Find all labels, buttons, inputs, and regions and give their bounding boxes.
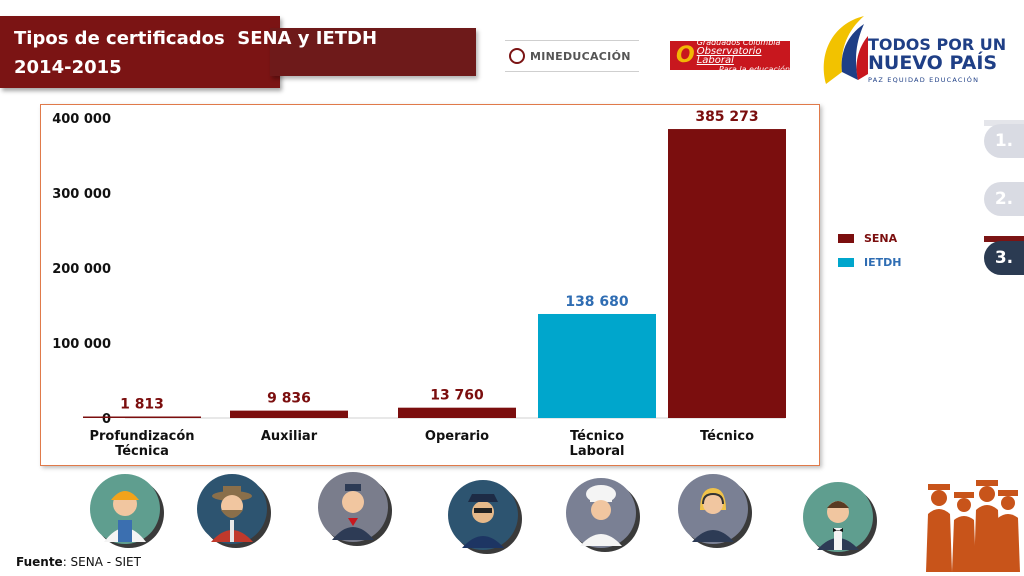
observatorio-top-text: Graduados Colombia (696, 37, 781, 47)
title-banner (0, 16, 280, 88)
x-tick-label: Técnica (115, 444, 169, 459)
bar (83, 416, 201, 418)
observatorio-laboral-logo: O Graduados Colombia Observatorio Labora… (670, 37, 790, 74)
data-label: 385 273 (695, 109, 758, 125)
farmer-glasses-icon (211, 486, 253, 542)
legend-label-ietdh: IETDH (864, 255, 902, 269)
data-label: 13 760 (430, 388, 484, 404)
page-title: Tipos de certificados SENA y IETDH 2014-… (14, 24, 377, 82)
legend-label-sena: SENA (864, 231, 898, 245)
nav-button-1[interactable]: 1. (984, 124, 1024, 158)
todos-por-un-nuevo-pais-logo: TODOS POR UN NUEVO PAÍS PAZ EQUIDAD EDUC… (818, 14, 1006, 90)
waiter-avatar (803, 482, 873, 552)
x-tick-label: Laboral (570, 444, 625, 459)
bar (538, 313, 656, 418)
flight-attendant-icon (332, 484, 374, 540)
source-text: : SENA - SIET (62, 555, 141, 569)
gov-logo-line-2: NUEVO PAÍS (868, 52, 998, 74)
data-label: 1 813 (120, 397, 164, 413)
chef-icon (580, 485, 622, 546)
farmer-avatar (197, 474, 267, 544)
flight-attendant-avatar (318, 472, 388, 542)
chef-avatar (566, 478, 636, 548)
gov-logo-line-1: TODOS POR UN (868, 35, 1007, 54)
y-tick-label: 300 000 (52, 187, 111, 202)
receptionist-headset-icon (692, 488, 734, 542)
colombia-flag-swoosh-icon (823, 16, 868, 84)
data-label: 9 836 (267, 391, 311, 407)
source-note: Fuente: SENA - SIET (16, 555, 141, 569)
source-label: Fuente (16, 555, 63, 569)
nav-button-3[interactable]: 3. (984, 241, 1024, 275)
data-label: 138 680 (565, 294, 629, 310)
worker-helmet-avatar (90, 474, 160, 544)
nav-button-2[interactable]: 2. (984, 182, 1024, 216)
bar (230, 410, 348, 418)
y-tick-label: 400 000 (52, 112, 111, 127)
graduates-silhouette-icon (926, 480, 1020, 572)
x-tick-label: Auxiliar (261, 429, 318, 444)
nav-divider-1 (984, 120, 1024, 126)
nav-button-2-label: 2. (994, 189, 1014, 209)
observatorio-main-text: Observatorio Laboral (696, 45, 762, 66)
x-tick-label: Técnico (570, 429, 624, 444)
x-tick-label: Profundizacón (89, 429, 194, 444)
gov-logo-subtitle: PAZ EQUIDAD EDUCACIÓN (868, 76, 980, 84)
seal-icon (509, 48, 525, 64)
mineducacion-logo-text: MINEDUCACIÓN (530, 49, 631, 63)
observatorio-bottom-text: Para la educación (718, 64, 790, 74)
police-officer-icon (462, 494, 504, 548)
legend-swatch-sena (838, 233, 854, 243)
legend-item-sena: SENA (838, 226, 901, 250)
x-tick-label: Operario (425, 429, 489, 444)
bar-chart: 0 100 000 200 000 300 000 400 000 1 813 Profun… (40, 104, 820, 466)
title-line-1: Tipos de certificados SENA y IETDH (14, 28, 378, 49)
mineducacion-logo: MINEDUCACIÓN (505, 40, 639, 72)
police-officer-avatar (448, 480, 518, 550)
legend-swatch-ietdh (838, 257, 854, 267)
legend-item-ietdh: IETDH (838, 250, 901, 274)
x-tick-label: Técnico (700, 429, 754, 444)
y-tick-label: 0 (102, 412, 111, 427)
title-line-2: 2014-2015 (14, 57, 122, 78)
observatorio-o-icon: O (676, 42, 695, 68)
chart-canvas: 0 100 000 200 000 300 000 400 000 1 813 Profun… (52, 109, 786, 459)
receptionist-avatar (678, 474, 748, 544)
nav-divider-3 (984, 236, 1024, 242)
y-tick-label: 100 000 (52, 337, 111, 352)
bar (668, 129, 786, 418)
worker-helmet-icon (104, 491, 146, 542)
y-tick-label: 200 000 (52, 262, 111, 277)
nav-button-3-label: 3. (994, 248, 1014, 268)
bar (398, 407, 516, 418)
nav-button-1-label: 1. (994, 131, 1014, 151)
waiter-icon (817, 501, 859, 550)
title-banner-extension (270, 28, 476, 76)
chart-legend: SENA IETDH (838, 226, 901, 274)
